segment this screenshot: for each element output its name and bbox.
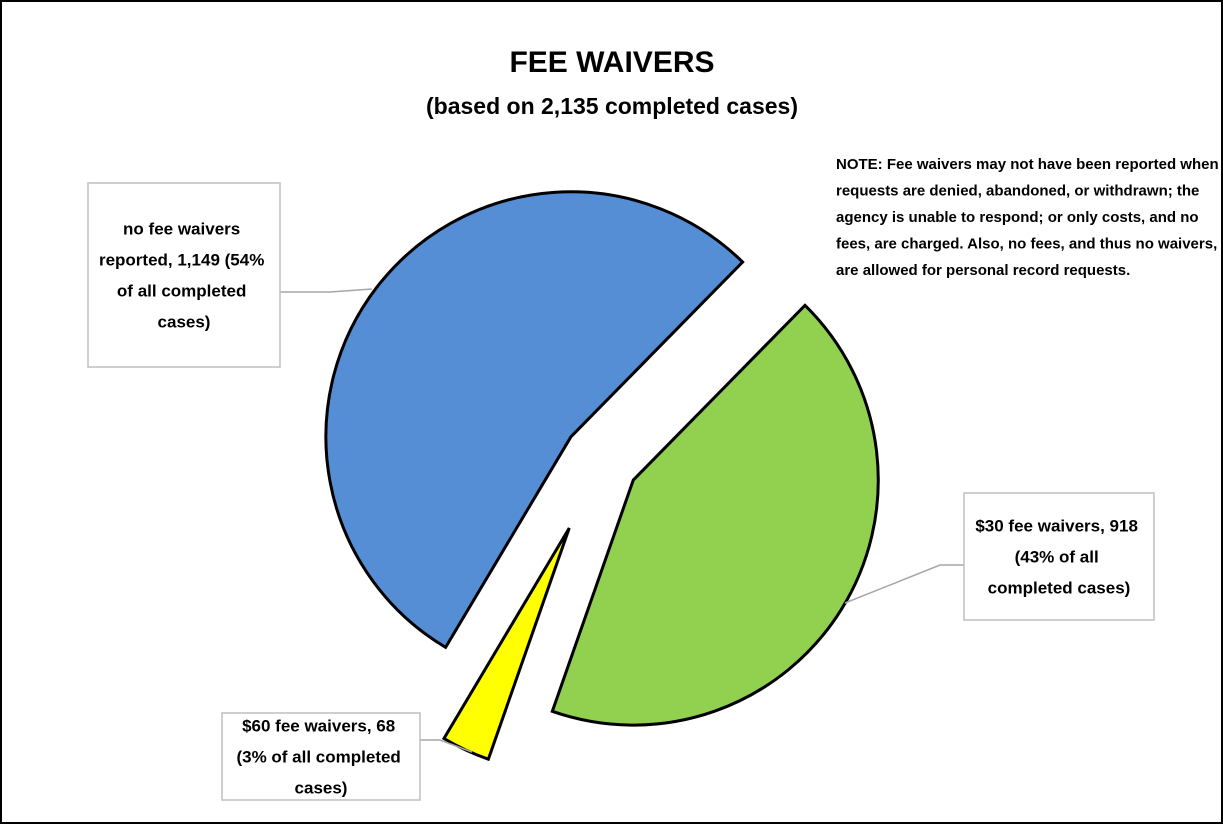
chart-title: FEE WAIVERS bbox=[509, 46, 714, 79]
pie-slice bbox=[324, 190, 745, 650]
note: NOTE: Fee waivers may not have been repo… bbox=[836, 156, 1223, 279]
label-box bbox=[87, 182, 281, 368]
pie-slice bbox=[550, 303, 880, 727]
chart-subtitle: (based on 2,135 completed cases) bbox=[426, 93, 798, 119]
data-label: $30 fee waivers, 918 (43% of all complet… bbox=[975, 517, 1142, 598]
label-box bbox=[221, 712, 421, 801]
data-label: no fee waivers reported, 1,149 (54% of a… bbox=[99, 220, 269, 332]
leader-line bbox=[420, 739, 473, 753]
leader-line bbox=[844, 564, 964, 604]
label-box bbox=[963, 492, 1155, 621]
leader-line bbox=[280, 288, 373, 293]
data-label: $60 fee waivers, 68 (3% of all completed… bbox=[236, 717, 405, 798]
